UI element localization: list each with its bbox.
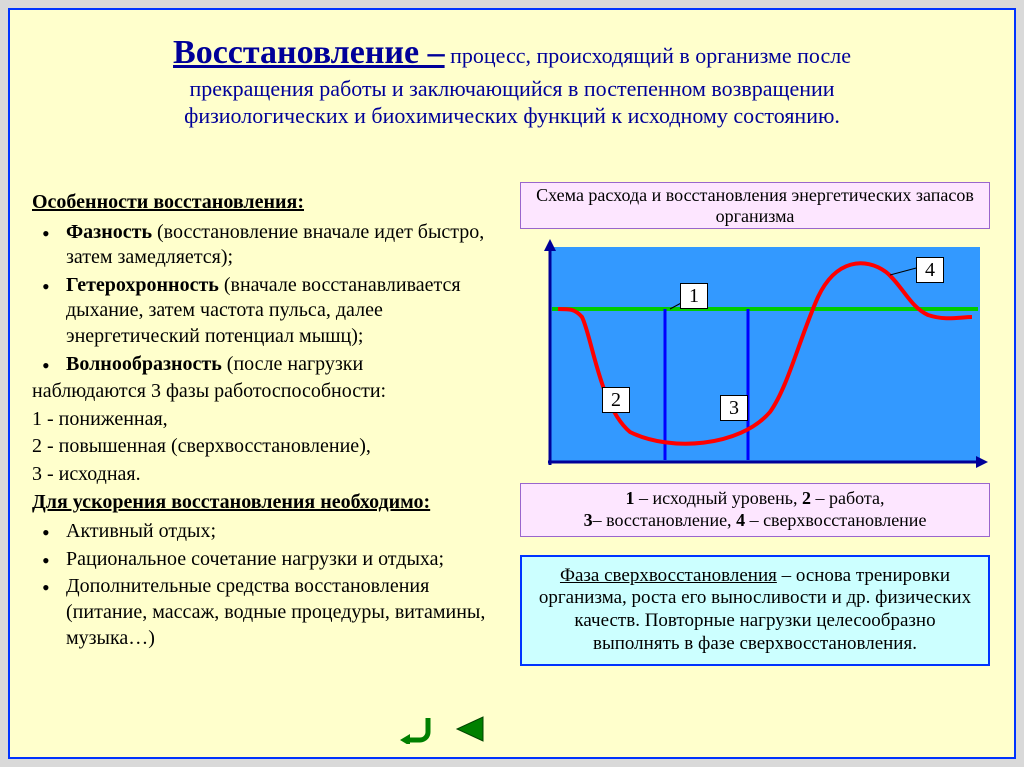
feature-item: Волнообразность (после нагрузки: [32, 352, 502, 378]
nav-buttons: [398, 713, 488, 745]
legend-n2: 2: [802, 488, 811, 508]
phase-line: 3 - исходная.: [32, 462, 502, 488]
chart-label-1: 1: [680, 283, 708, 309]
legend-t2: – работа,: [811, 488, 885, 508]
prev-triangle-icon: [453, 714, 487, 744]
phase-line: 2 - повышенная (сверхвосстановление),: [32, 434, 502, 460]
feature-term: Гетерохронность: [66, 274, 219, 296]
chart-label-4: 4: [916, 257, 944, 283]
legend-n1: 1: [626, 488, 635, 508]
phases-intro: наблюдаются 3 фазы работоспособности:: [32, 379, 502, 405]
accel-heading: Для ускорения восстановления необходимо:: [32, 490, 502, 516]
accel-item: Дополнительные средства восстановления (…: [32, 574, 502, 651]
feature-item: Гетерохронность (вначале восстанавливает…: [32, 273, 502, 350]
title-line3: физиологических и биохимических функций …: [40, 102, 984, 130]
accel-item: Активный отдых;: [32, 519, 502, 545]
chart-title: Схема расхода и восстановления энергетич…: [520, 182, 990, 229]
slide: Восстановление – процесс, происходящий в…: [8, 8, 1016, 759]
feature-term: Фазность: [66, 221, 152, 243]
x-axis-arrow: [976, 456, 988, 468]
chart-legend: 1 – исходный уровень, 2 – работа, 3– вос…: [520, 483, 990, 536]
right-panel: Схема расхода и восстановления энергетич…: [520, 182, 990, 666]
legend-t1: – исходный уровень,: [635, 488, 802, 508]
accel-item: Рациональное сочетание нагрузки и отдыха…: [32, 547, 502, 573]
title-rest: процесс, происходящий в организме после: [445, 43, 851, 68]
legend-t3: – восстановление,: [593, 510, 737, 530]
feature-term: Волнообразность: [66, 353, 222, 375]
return-u-icon: [398, 714, 434, 744]
left-column: Особенности восстановления: Фазность (во…: [32, 190, 502, 653]
features-list: Фазность (восстановление вначале идет бы…: [32, 220, 502, 378]
legend-n3: 3: [584, 510, 593, 530]
supercompensation-note: Фаза сверхвосстановления – основа тренир…: [520, 555, 990, 666]
legend-t4: – сверхвосстановление: [745, 510, 926, 530]
y-axis-arrow: [544, 239, 556, 251]
phase-line: 1 - пониженная,: [32, 407, 502, 433]
energy-chart: 1 2 3 4: [520, 237, 990, 477]
features-heading: Особенности восстановления:: [32, 190, 502, 216]
title-line2: прекращения работы и заключающийся в пос…: [40, 75, 984, 103]
chart-label-2: 2: [602, 387, 630, 413]
note-underline: Фаза сверхвосстановления: [560, 565, 777, 586]
accel-list: Активный отдых; Рациональное сочетание н…: [32, 519, 502, 651]
nav-prev-button[interactable]: [452, 713, 488, 745]
header-block: Восстановление – процесс, происходящий в…: [40, 32, 984, 130]
feature-item: Фазность (восстановление вначале идет бы…: [32, 220, 502, 271]
nav-return-button[interactable]: [398, 713, 434, 745]
feature-text: (после нагрузки: [222, 353, 363, 375]
chart-label-3: 3: [720, 395, 748, 421]
title-main: Восстановление –: [173, 34, 445, 71]
legend-n4: 4: [736, 510, 745, 530]
